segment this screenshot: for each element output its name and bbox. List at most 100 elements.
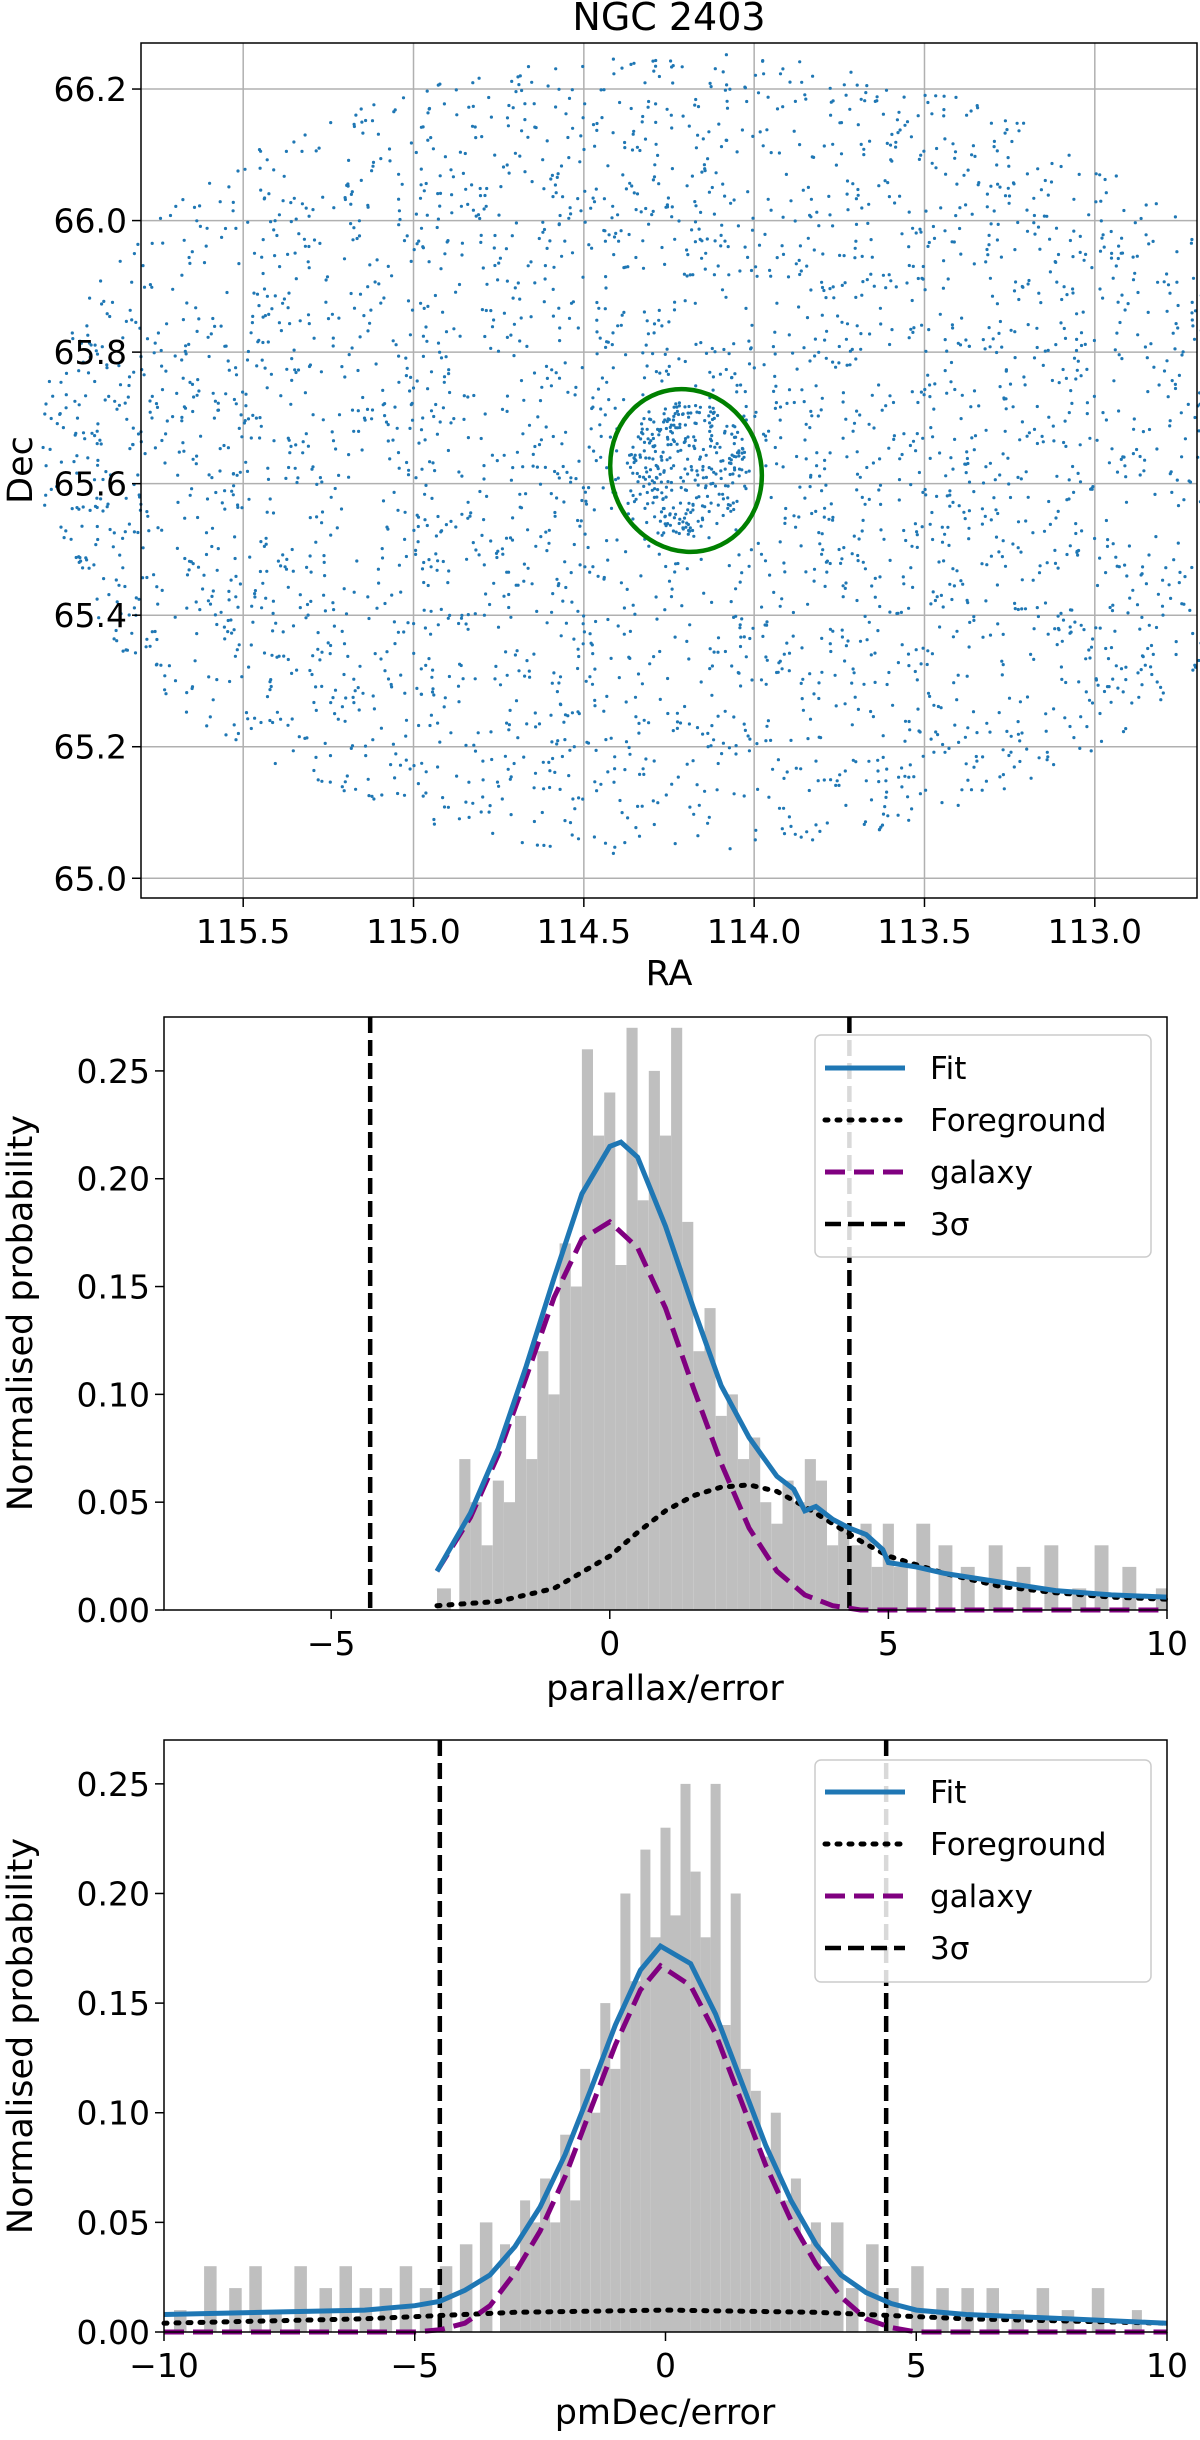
star-point	[829, 100, 833, 104]
star-point	[652, 322, 657, 326]
star-point	[1073, 620, 1077, 624]
star-point	[967, 645, 971, 649]
star-point	[1001, 452, 1005, 456]
star-point	[1149, 643, 1154, 648]
star-point	[882, 537, 886, 541]
star-point	[160, 388, 165, 392]
star-point	[489, 730, 493, 734]
star-point	[740, 446, 745, 451]
star-point	[55, 485, 59, 489]
star-point	[651, 178, 656, 182]
star-point	[279, 564, 283, 568]
star-point	[1054, 260, 1058, 264]
star-point	[370, 169, 374, 173]
star-point	[86, 371, 91, 375]
star-point	[403, 510, 407, 514]
star-point	[782, 652, 786, 656]
star-point	[99, 442, 103, 446]
histogram-bar	[793, 1502, 805, 1610]
star-point	[1008, 495, 1013, 500]
star-point	[809, 215, 813, 219]
star-point	[664, 426, 669, 431]
star-point	[485, 494, 489, 498]
star-point	[634, 497, 638, 501]
histogram-bar	[831, 2222, 844, 2332]
star-point	[399, 590, 403, 594]
star-point	[535, 843, 540, 847]
star-point	[634, 255, 638, 260]
star-point	[220, 235, 224, 239]
star-point	[633, 612, 637, 616]
star-point	[1078, 250, 1082, 254]
star-point	[949, 380, 953, 384]
star-point	[1045, 214, 1049, 218]
star-point	[896, 813, 900, 817]
star-point	[218, 447, 222, 451]
star-point	[606, 164, 610, 168]
star-point	[676, 775, 680, 779]
star-point	[275, 233, 279, 238]
star-point	[607, 398, 611, 402]
star-point	[1168, 291, 1172, 295]
star-point	[557, 306, 561, 310]
star-point	[792, 400, 796, 405]
star-point	[631, 603, 635, 607]
star-point	[458, 334, 462, 338]
star-point	[704, 475, 709, 479]
star-point	[194, 462, 198, 466]
star-point	[342, 789, 346, 793]
star-point	[505, 279, 509, 283]
star-point	[674, 402, 678, 406]
star-point	[699, 210, 703, 214]
star-point	[204, 244, 208, 248]
star-point	[844, 93, 848, 97]
star-point	[514, 699, 519, 703]
star-point	[841, 584, 845, 588]
star-point	[551, 314, 556, 318]
star-point	[765, 128, 769, 132]
star-point	[576, 647, 580, 651]
star-point	[1064, 444, 1068, 448]
star-point	[180, 415, 184, 419]
star-point	[747, 362, 752, 366]
star-point	[509, 775, 513, 779]
star-point	[552, 671, 556, 675]
star-point	[800, 646, 804, 650]
star-point	[1068, 724, 1072, 729]
star-point	[992, 145, 996, 149]
star-point	[661, 497, 665, 501]
star-point	[286, 657, 290, 662]
star-point	[188, 493, 192, 497]
star-point	[395, 426, 399, 430]
star-point	[695, 410, 699, 414]
star-point	[342, 672, 346, 677]
star-point	[981, 481, 986, 485]
star-point	[627, 655, 631, 659]
star-point	[447, 674, 451, 679]
star-point	[320, 650, 324, 654]
star-point	[994, 535, 999, 539]
star-point	[334, 447, 338, 451]
star-point	[955, 182, 959, 186]
star-point	[367, 794, 371, 798]
star-point	[723, 467, 727, 471]
star-point	[570, 600, 574, 604]
star-point	[290, 717, 294, 721]
star-point	[1038, 564, 1042, 568]
star-point	[323, 741, 327, 746]
star-point	[672, 405, 676, 409]
star-point	[396, 451, 401, 455]
star-point	[743, 484, 747, 488]
legend-box	[814, 1034, 1152, 1258]
star-point	[1197, 429, 1200, 433]
star-point	[153, 629, 157, 634]
star-point	[219, 610, 223, 614]
star-point	[398, 763, 403, 767]
star-point	[995, 163, 999, 167]
star-point	[1149, 665, 1153, 669]
star-point	[1013, 248, 1017, 252]
star-point	[626, 816, 630, 820]
star-point	[507, 728, 511, 732]
histogram-bar	[604, 1092, 616, 1610]
star-point	[146, 514, 150, 518]
